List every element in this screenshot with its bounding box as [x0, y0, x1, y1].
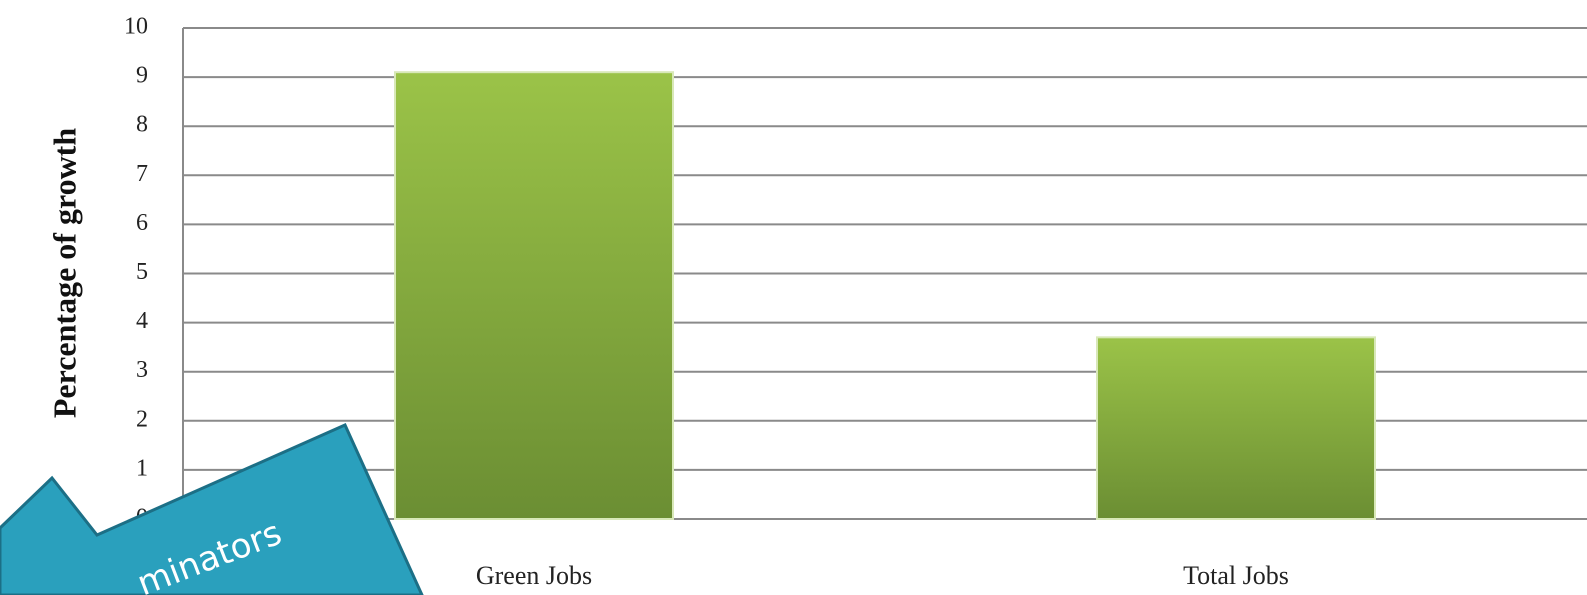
x-tick-label: Total Jobs: [1183, 561, 1289, 590]
y-axis-title: Percentage of growth: [46, 128, 82, 418]
y-tick-label: 8: [136, 112, 148, 138]
callout: [0, 423, 424, 595]
y-tick-label: 2: [136, 406, 148, 432]
y-tick-label: 4: [136, 308, 148, 334]
y-tick-label: 7: [136, 161, 148, 187]
bar: [394, 71, 674, 520]
y-tick-label: 3: [136, 357, 148, 383]
y-tick-label: 5: [136, 259, 148, 285]
y-tick-label: 1: [136, 455, 148, 481]
y-tick-label: 9: [136, 63, 148, 89]
y-tick-label: 10: [124, 14, 148, 40]
y-tick-label: 6: [136, 210, 148, 236]
x-tick-label: Green Jobs: [476, 561, 592, 590]
bar: [1096, 336, 1376, 520]
